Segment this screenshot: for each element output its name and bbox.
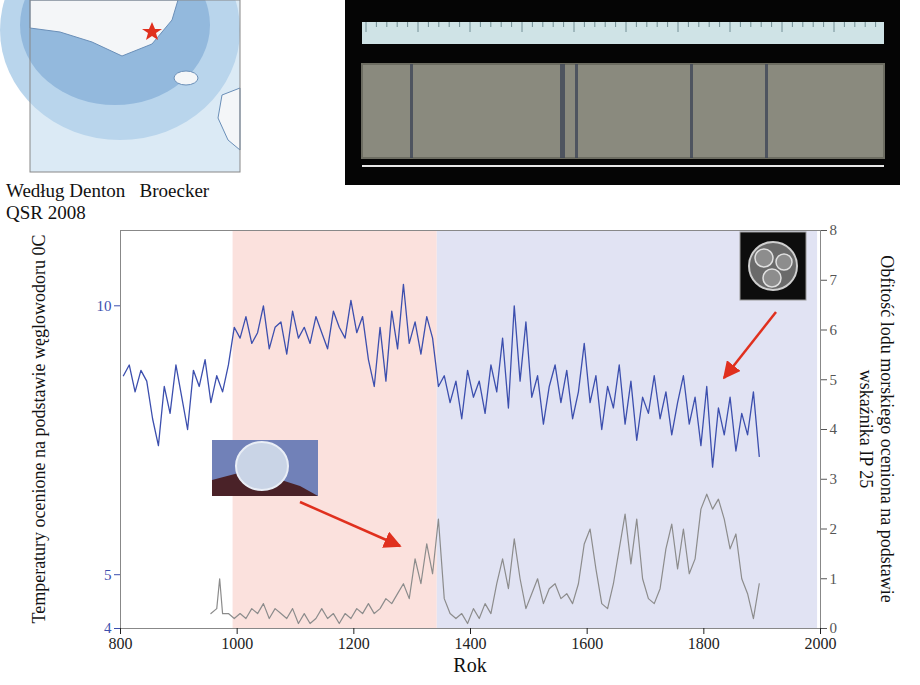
svg-text:5: 5	[104, 567, 112, 583]
html-text:Według Denton Broecker: Według Denton Broecker	[6, 180, 210, 201]
svg-text:4: 4	[830, 421, 838, 437]
svg-text:1600: 1600	[571, 635, 603, 652]
svg-text:2000: 2000	[805, 635, 837, 652]
svg-text:1400: 1400	[455, 635, 487, 652]
svg-text:8: 8	[830, 222, 838, 238]
html-text:Rok: Rok	[453, 654, 487, 676]
html-text:QSR 2008: QSR 2008	[6, 202, 86, 223]
svg-text:0: 0	[830, 620, 838, 636]
svg-text:6: 6	[830, 322, 838, 338]
html-text:Temperatury ocenione na podsta: Temperatury ocenione na podstawie węglow…	[29, 234, 49, 624]
svg-text:1200: 1200	[338, 635, 370, 652]
svg-text:800: 800	[109, 635, 133, 652]
svg-text:4: 4	[104, 620, 112, 636]
svg-text:1800: 1800	[688, 635, 720, 652]
svg-text:3: 3	[830, 471, 838, 487]
svg-text:10: 10	[97, 298, 112, 314]
svg-text:5: 5	[830, 372, 838, 388]
svg-text:2: 2	[830, 521, 838, 537]
svg-text:7: 7	[830, 272, 838, 288]
html-text:Obfitość lodu morskiego ocenio: Obfitość lodu morskiego oceniona na pods…	[856, 255, 897, 603]
svg-text:1000: 1000	[221, 635, 253, 652]
svg-text:1: 1	[830, 571, 838, 587]
